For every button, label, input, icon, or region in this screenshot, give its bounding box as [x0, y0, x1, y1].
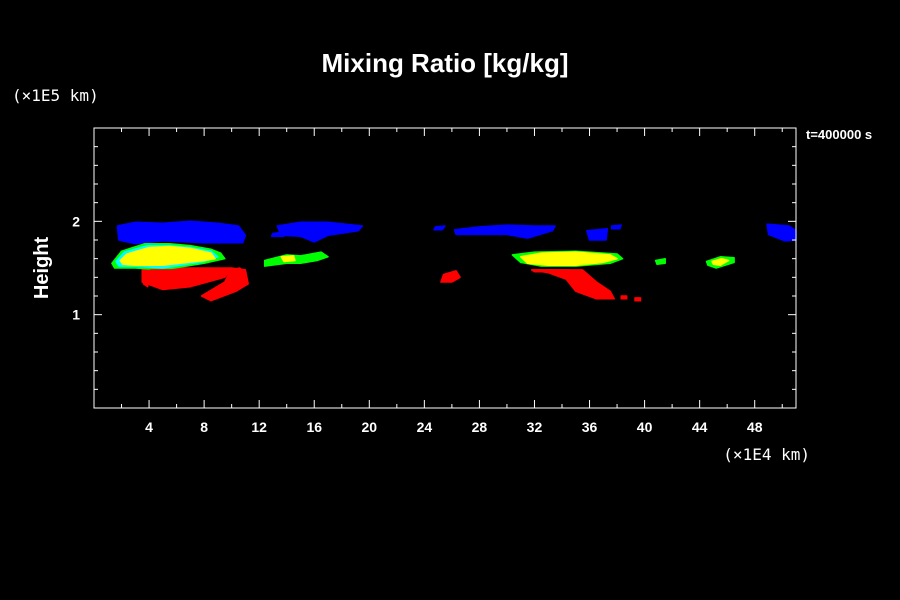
x-tick-label: 32	[527, 419, 543, 435]
region-blue-7	[766, 223, 797, 242]
x-tick-label: 4	[145, 419, 153, 435]
region-blue-1	[276, 221, 364, 243]
x-tick-label: 36	[582, 419, 598, 435]
region-blue-0	[116, 220, 247, 245]
x-tick-label: 20	[362, 419, 378, 435]
chart-title: Mixing Ratio [kg/kg]	[322, 48, 569, 78]
region-yellow-17	[119, 245, 216, 266]
region-red-21	[230, 267, 245, 275]
region-green-19	[263, 251, 329, 267]
y-tick-label: 2	[72, 213, 80, 229]
region-red-13	[634, 297, 642, 302]
region-yellow-23	[519, 251, 618, 266]
region-blue-4	[453, 224, 556, 239]
time-label: t=400000 s	[806, 127, 872, 142]
y-axis-label: Height	[31, 237, 53, 300]
region-red-10	[200, 267, 249, 302]
region-green-25	[654, 257, 666, 266]
x-tick-label: 40	[637, 419, 653, 435]
region-yellow-20	[280, 255, 296, 263]
y-axis-ticks: 12	[72, 146, 796, 390]
region-blue-5	[586, 228, 609, 241]
x-unit-label: (×1E4 km)	[723, 445, 810, 464]
region-red-11	[440, 270, 461, 283]
y-unit-label: (×1E5 km)	[12, 86, 99, 105]
x-tick-label: 8	[200, 419, 208, 435]
x-tick-label: 48	[747, 419, 763, 435]
region-blue-2	[270, 230, 288, 238]
x-tick-label: 24	[417, 419, 433, 435]
mixing-ratio-regions	[111, 220, 797, 302]
region-red-18	[149, 269, 203, 274]
x-tick-label: 44	[692, 419, 708, 435]
plot-frame	[93, 127, 797, 409]
x-tick-label: 16	[306, 419, 322, 435]
x-tick-label: 28	[472, 419, 488, 435]
region-red-12	[530, 269, 616, 300]
region-blue-6	[610, 224, 622, 230]
y-tick-label: 1	[72, 307, 80, 323]
region-blue-3	[433, 225, 446, 231]
x-axis-ticks: 4 8 12 16 20 24 28 32 36 40 44 48	[121, 128, 783, 435]
region-yellow-27	[711, 257, 730, 266]
region-red-14	[620, 295, 628, 300]
x-tick-label: 12	[251, 419, 267, 435]
region-red-9	[142, 276, 150, 288]
region-red-24	[530, 269, 570, 273]
